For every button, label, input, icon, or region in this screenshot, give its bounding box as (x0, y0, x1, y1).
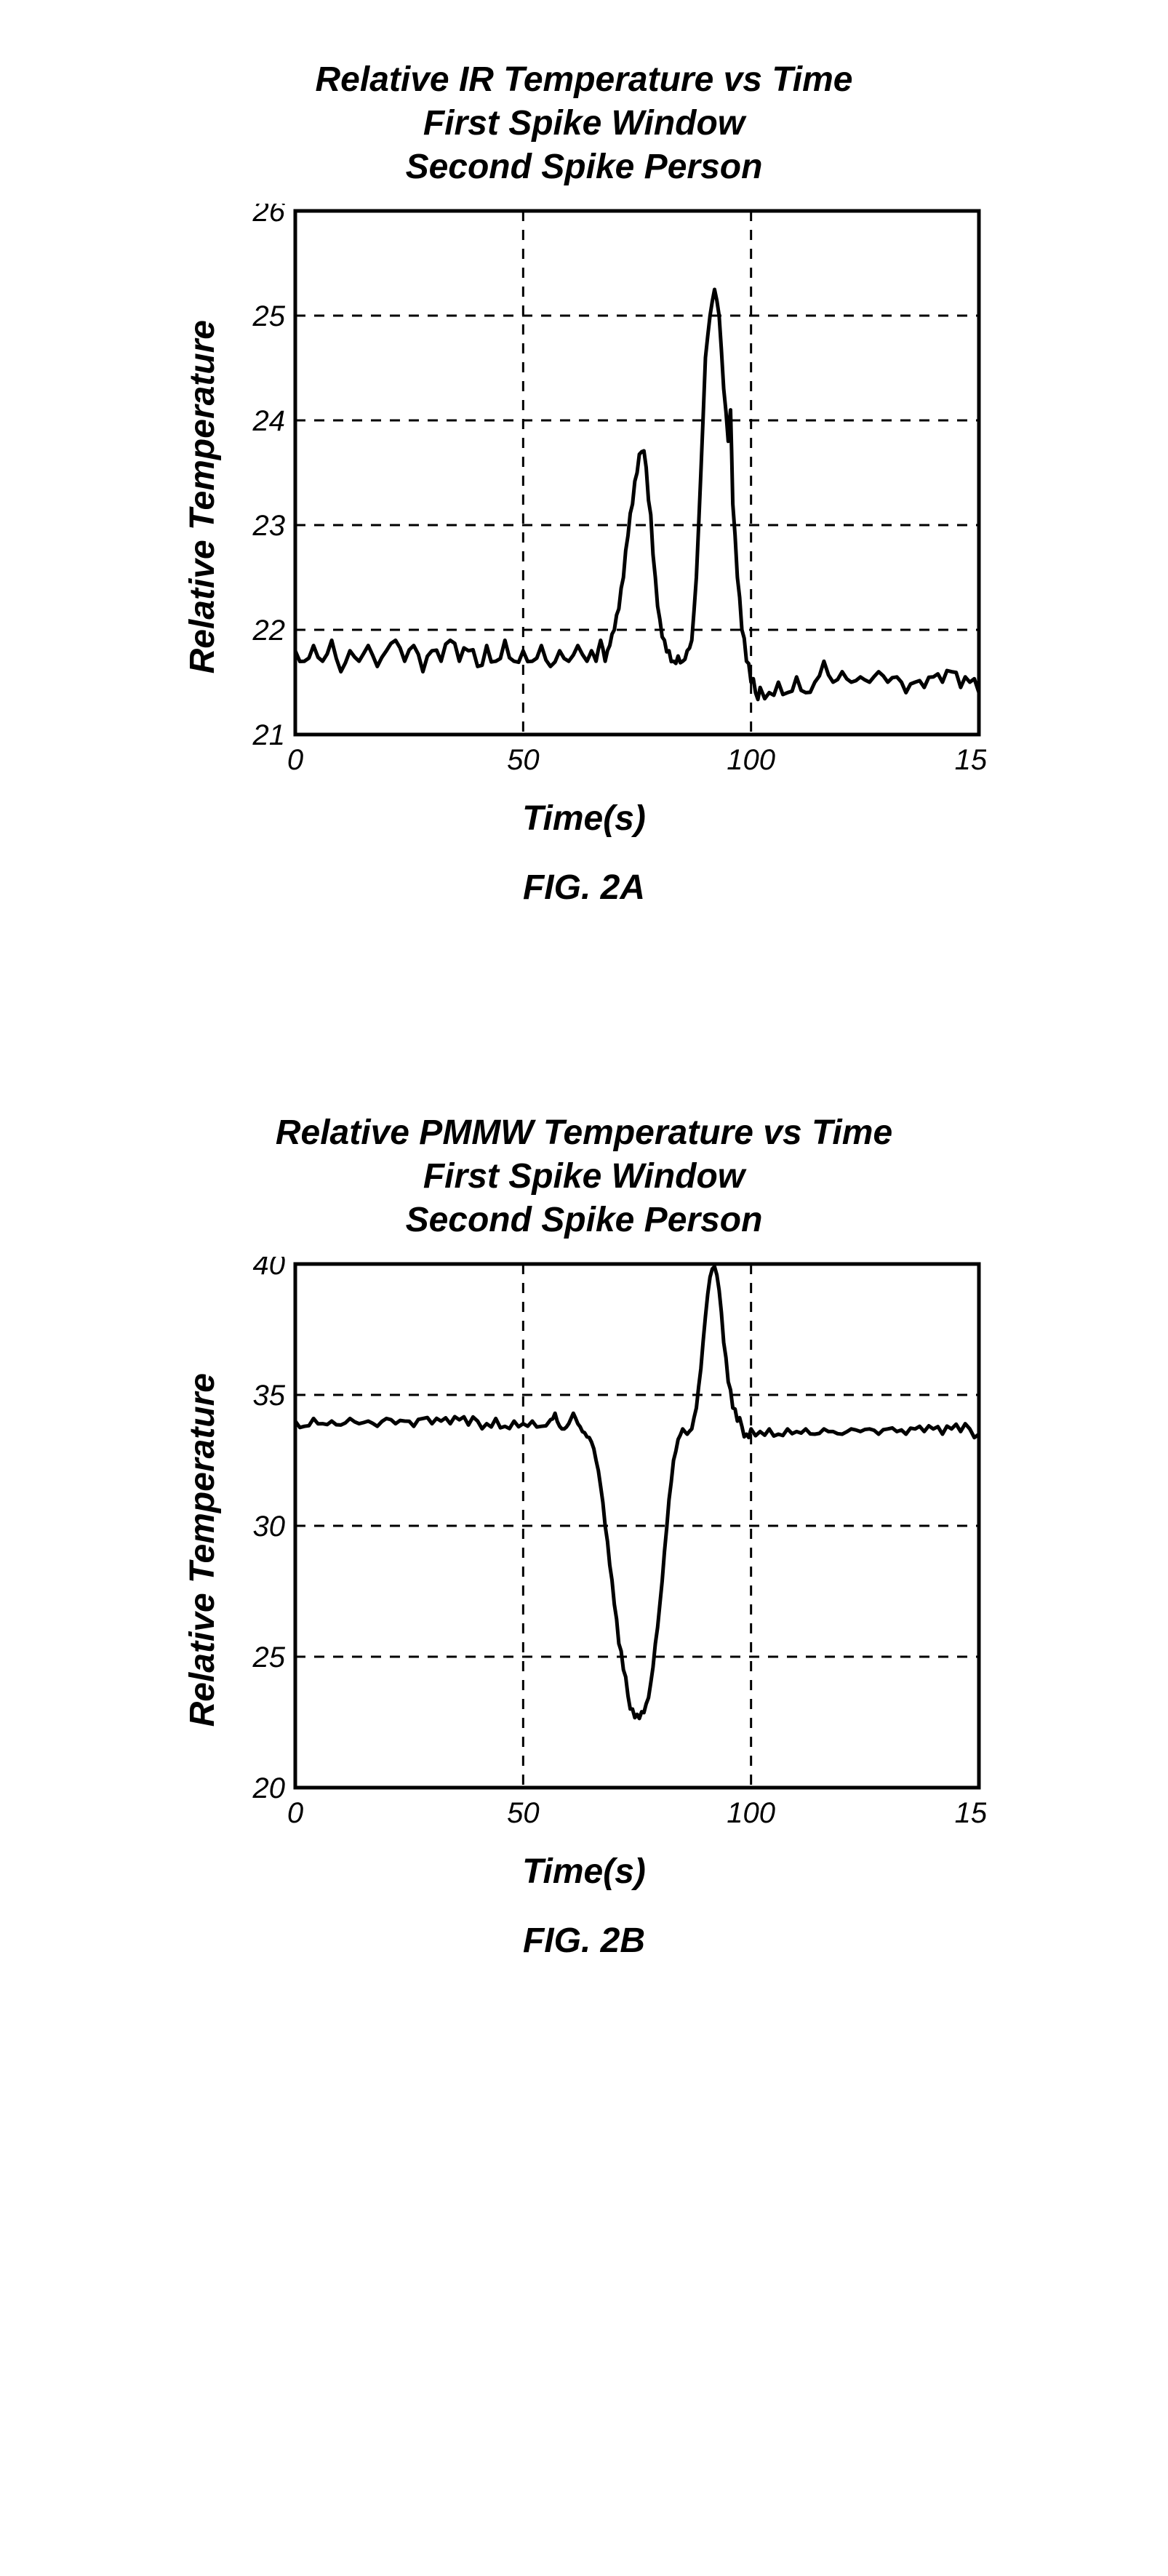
svg-text:50: 50 (507, 744, 540, 776)
figure-a-plot: 0 50 100 150 21 22 23 24 25 26 (223, 204, 986, 790)
svg-text:100: 100 (727, 1797, 775, 1829)
title-line: Second Spike Person (316, 145, 853, 189)
figure-a-caption: FIG. 2A (523, 868, 645, 908)
figure-b: Relative PMMW Temperature vs TimeFirst S… (183, 1111, 986, 1961)
svg-text:40: 40 (252, 1257, 285, 1281)
figure-b-xlabel: Time(s) (522, 1852, 646, 1892)
page: Relative IR Temperature vs TimeFirst Spi… (0, 0, 1168, 2048)
svg-text:25: 25 (252, 1641, 285, 1673)
figure-a-ylabel: Relative Temperature (183, 320, 223, 673)
svg-text:50: 50 (507, 1797, 540, 1829)
figure-b-title: Relative PMMW Temperature vs TimeFirst S… (276, 1111, 892, 1242)
svg-text:20: 20 (252, 1772, 285, 1804)
svg-text:150: 150 (954, 744, 985, 776)
svg-text:22: 22 (252, 615, 285, 647)
svg-text:0: 0 (287, 1797, 303, 1829)
svg-text:100: 100 (727, 744, 775, 776)
figure-a: Relative IR Temperature vs TimeFirst Spi… (183, 58, 986, 908)
figure-a-chart-wrap: Relative Temperature 0 50 100 150 21 22 23 24 25… (183, 204, 986, 790)
svg-text:0: 0 (287, 744, 303, 776)
svg-text:30: 30 (252, 1511, 285, 1543)
title-line: Relative IR Temperature vs Time (316, 58, 853, 102)
svg-text:25: 25 (252, 300, 285, 332)
figure-b-caption: FIG. 2B (523, 1921, 645, 1961)
figure-b-chart-wrap: Relative Temperature 0 50 100 150 20 25 30 35 40 (183, 1257, 986, 1843)
svg-text:150: 150 (954, 1797, 985, 1829)
svg-text:35: 35 (252, 1380, 285, 1412)
title-line: Relative PMMW Temperature vs Time (276, 1111, 892, 1155)
svg-text:21: 21 (252, 719, 285, 751)
title-line: First Spike Window (276, 1155, 892, 1199)
svg-text:23: 23 (252, 510, 285, 542)
svg-text:26: 26 (252, 204, 285, 228)
title-line: First Spike Window (316, 102, 853, 145)
figure-a-xlabel: Time(s) (522, 799, 646, 839)
figure-b-ylabel: Relative Temperature (183, 1373, 223, 1727)
svg-text:24: 24 (252, 405, 285, 437)
title-line: Second Spike Person (276, 1199, 892, 1242)
figure-b-plot: 0 50 100 150 20 25 30 35 40 (223, 1257, 986, 1843)
figure-a-title: Relative IR Temperature vs TimeFirst Spi… (316, 58, 853, 189)
